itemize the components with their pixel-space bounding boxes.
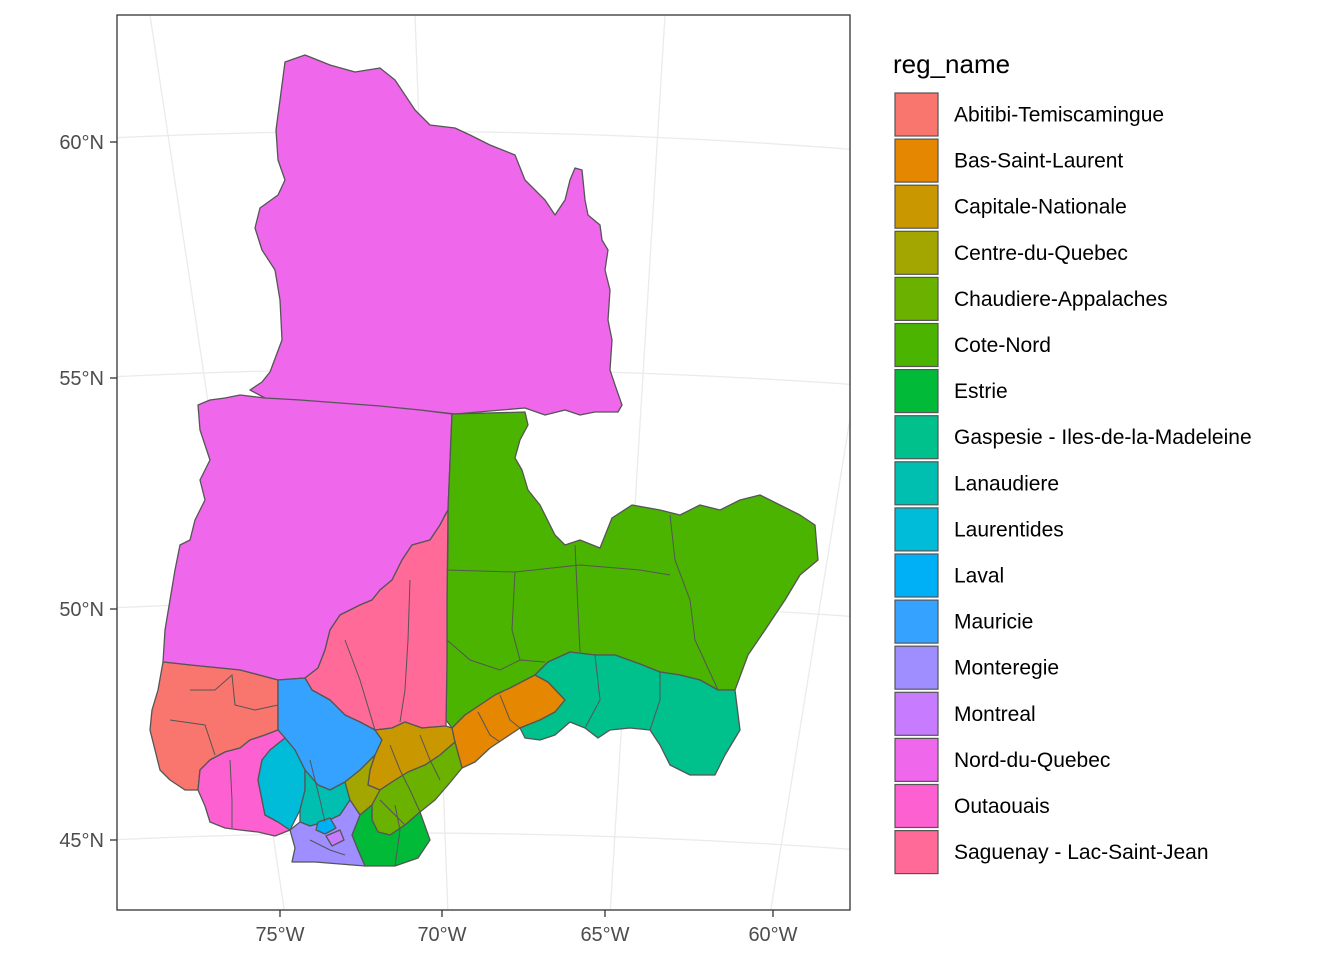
legend-key-label: Montreal <box>954 703 1036 726</box>
legend-key-swatch <box>894 138 939 183</box>
y-tick-label-50: 50°N <box>59 599 104 621</box>
region-montreal[interactable] <box>325 829 345 847</box>
legend-item: Laval <box>894 553 1004 598</box>
region-laval[interactable] <box>315 817 337 835</box>
legend-key-label: Chaudiere-Appalaches <box>954 288 1168 311</box>
legend-key-label: Mauricie <box>954 611 1033 634</box>
legend-item: Mauricie <box>894 599 1033 644</box>
legend-key-label: Saguenay - Lac-Saint-Jean <box>954 841 1209 864</box>
graticule-lat-60 <box>117 130 850 150</box>
region-nord-du-quebec[interactable] <box>162 54 623 681</box>
x-tick-label-60: 60°W <box>748 924 797 946</box>
legend-key-swatch <box>894 645 939 690</box>
legend-item: Gaspesie - Iles-de-la-Madeleine <box>894 415 1252 460</box>
legend-key-swatch <box>894 230 939 275</box>
legend-key-label: Capitale-Nationale <box>954 196 1127 219</box>
legend-item: Saguenay - Lac-Saint-Jean <box>894 829 1209 875</box>
legend-key-swatch <box>894 737 939 783</box>
legend-key-label: Gaspesie - Iles-de-la-Madeleine <box>954 426 1252 449</box>
legend-key-swatch <box>894 829 939 875</box>
legend-key-swatch <box>894 507 939 552</box>
legend-key-label: Estrie <box>954 380 1008 403</box>
legend-item: Monteregie <box>894 645 1059 690</box>
legend-key-swatch <box>894 553 939 598</box>
legend-key-swatch <box>894 783 939 829</box>
x-tick-label-75: 75°W <box>255 924 304 946</box>
legend-key-swatch <box>894 415 939 460</box>
legend-item: Cote-Nord <box>894 322 1051 368</box>
legend-key-swatch <box>894 691 939 736</box>
legend-key-swatch <box>894 184 939 229</box>
legend-key-swatch <box>894 276 939 321</box>
legend-key-label: Nord-du-Quebec <box>954 749 1110 772</box>
legend-item: Montreal <box>894 691 1036 736</box>
legend-item: Abitibi-Temiscamingue <box>894 92 1164 137</box>
legend-key-swatch <box>894 322 939 368</box>
legend-item: Lanaudiere <box>894 461 1059 506</box>
y-axis: 60°N 55°N 50°N 45°N <box>59 132 117 852</box>
legend-key-label: Laval <box>954 565 1004 588</box>
legend-item: Laurentides <box>894 507 1064 552</box>
x-tick-label-70: 70°W <box>417 924 466 946</box>
region-layer <box>149 54 819 867</box>
legend-item: Bas-Saint-Laurent <box>894 138 1123 183</box>
legend-item: Capitale-Nationale <box>894 184 1127 229</box>
legend: reg_name Abitibi-Temiscamingue Bas-Saint-… <box>893 49 1252 875</box>
legend-key-label: Laurentides <box>954 518 1064 541</box>
subdivision-lines <box>169 514 719 867</box>
legend-item: Chaudiere-Appalaches <box>894 276 1168 321</box>
legend-key-swatch <box>894 461 939 506</box>
legend-key-swatch <box>894 92 939 137</box>
x-tick-label-65: 65°W <box>580 924 629 946</box>
legend-item: Centre-du-Quebec <box>894 230 1128 275</box>
legend-key-label: Abitibi-Temiscamingue <box>954 104 1164 127</box>
graticule-lon-65 <box>609 15 666 910</box>
legend-key-label: Monteregie <box>954 657 1059 680</box>
y-tick-label-60: 60°N <box>59 132 104 154</box>
panel-border <box>116 14 851 911</box>
legend-key-swatch <box>894 599 939 644</box>
legend-key-label: Cote-Nord <box>954 334 1051 357</box>
legend-item: Estrie <box>894 369 1008 414</box>
legend-key-label: Lanaudiere <box>954 472 1059 495</box>
graticule-lon-60 <box>770 414 850 910</box>
x-axis: 75°W 70°W 65°W 60°W <box>255 910 798 946</box>
legend-item: Outaouais <box>894 783 1050 829</box>
legend-key-label: Outaouais <box>954 795 1050 818</box>
graticule-lat-45 <box>117 832 850 850</box>
region-gaspesie[interactable] <box>519 651 741 776</box>
legend-key-label: Centre-du-Quebec <box>954 242 1128 265</box>
legend-key-label: Bas-Saint-Laurent <box>954 150 1123 173</box>
legend-key-swatch <box>894 369 939 414</box>
legend-title: reg_name <box>893 49 1010 79</box>
y-tick-label-45: 45°N <box>59 830 104 852</box>
legend-item: Nord-du-Quebec <box>894 737 1110 783</box>
y-tick-label-55: 55°N <box>59 368 104 390</box>
